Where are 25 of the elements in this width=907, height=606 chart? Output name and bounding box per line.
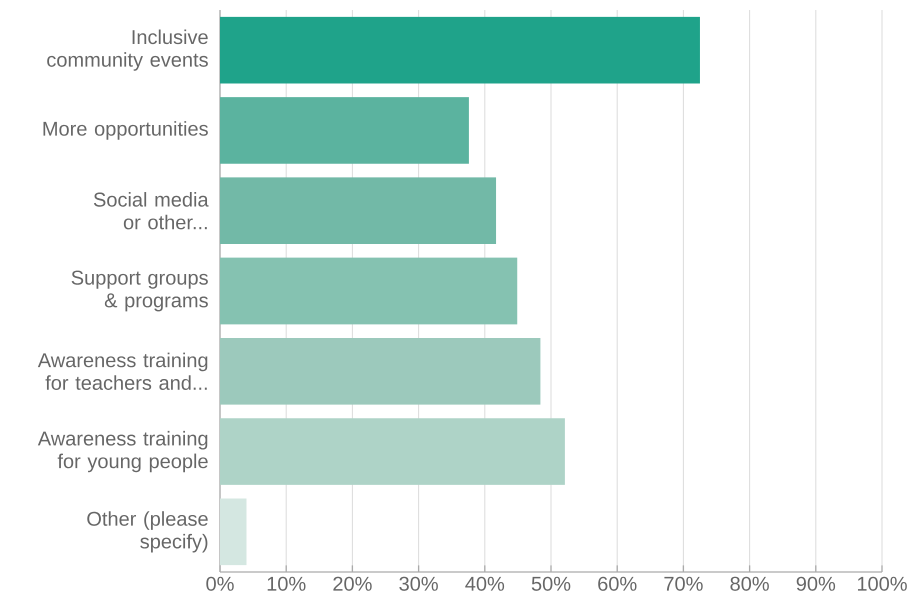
bar [220, 177, 496, 244]
x-tick-label: 0% [206, 576, 234, 591]
y-tick-label: More opportunities [44, 121, 208, 140]
bar [220, 498, 246, 566]
x-tick-label: 60% [598, 576, 636, 591]
y-tick-label: Awareness training for teachers and... [38, 352, 208, 390]
bar [220, 338, 540, 405]
x-tick-label: 30% [399, 576, 438, 591]
x-tick-label: 70% [664, 576, 703, 591]
y-tick-label: Support groups & programs [72, 270, 208, 312]
y-tick-label: Inclusive community events [47, 29, 208, 71]
y-tick-label: Awareness training for young people [38, 430, 208, 472]
x-tick-label: 100% [858, 576, 907, 591]
bar [220, 97, 469, 164]
x-tick-label: 40% [465, 576, 504, 591]
x-tick-label: 50% [532, 576, 570, 591]
x-tick-label: 80% [730, 576, 769, 591]
x-tick-label: 10% [268, 576, 306, 591]
x-tick-label: 90% [796, 576, 836, 591]
x-tick-label: 20% [333, 576, 372, 591]
y-tick-label: Social media or other... [94, 192, 209, 230]
bar [220, 258, 518, 324]
bar [220, 418, 565, 485]
y-tick-label: Other (please specify) [87, 511, 208, 552]
bar [220, 16, 700, 84]
